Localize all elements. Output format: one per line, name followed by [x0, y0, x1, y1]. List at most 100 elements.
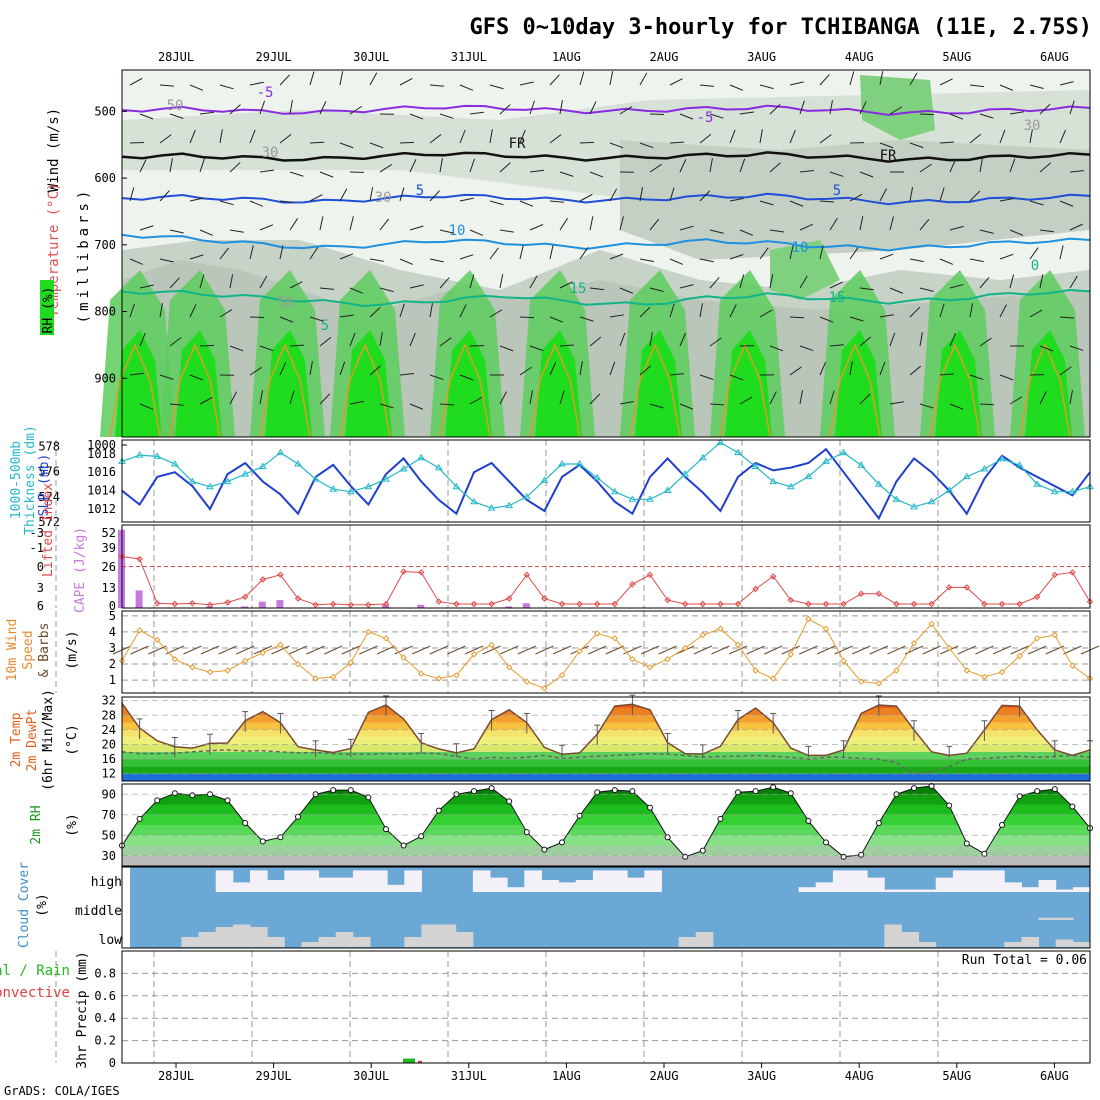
contour-label: -5 [257, 85, 274, 101]
cloud-bar-low [918, 942, 937, 947]
cloud-bar-high [935, 877, 954, 892]
wind-speed-point [998, 668, 1006, 676]
wind-barb [939, 373, 954, 376]
wind-speed-point [857, 678, 865, 685]
wind-barb [399, 303, 405, 318]
wind-barb [519, 129, 526, 144]
rh-point [787, 790, 794, 797]
cloud-bar-low [678, 937, 697, 947]
wind-barb [829, 390, 835, 405]
cloud-bar-low [215, 927, 234, 947]
rh-point [629, 788, 636, 795]
wind-barb [379, 403, 394, 409]
wind-barb [1059, 200, 1074, 207]
surface-wind-barb [975, 645, 994, 655]
cloud-bar-low [232, 924, 251, 947]
wind-barb [639, 258, 654, 262]
li-line [121, 556, 1091, 606]
wind-barb [129, 258, 144, 265]
isotherm-line-5 [121, 192, 1091, 206]
wind-barb [649, 287, 664, 292]
cloud-bar-low [404, 937, 422, 947]
li-point [329, 600, 337, 608]
contour-label: -5 [697, 110, 714, 126]
wind-barb [789, 129, 796, 144]
wind-barb [339, 361, 346, 376]
thickness-point [786, 482, 795, 490]
li-tick-label: -1 [30, 541, 44, 555]
rh-axis-label: 2m RH [29, 805, 44, 844]
wind-barb [409, 113, 424, 120]
wind-barb [969, 374, 984, 381]
wind-barb [819, 316, 834, 323]
wind-barb [459, 374, 474, 381]
wind-barb [339, 71, 344, 86]
wind-barb [189, 84, 204, 91]
isotherm-line--5 [121, 104, 1091, 116]
wind-barb [549, 362, 557, 376]
wind-barb [639, 142, 654, 149]
cloud-bar-high [970, 870, 988, 892]
cloud-bar-high [472, 870, 491, 892]
rh-band [122, 845, 1090, 856]
cape-bar [505, 606, 513, 608]
surface-wind-barb [605, 645, 625, 655]
contour-label: 15 [829, 290, 846, 306]
wind-barb [229, 391, 238, 405]
date-label-top: 31JUL [451, 50, 487, 64]
wind-barb [1009, 396, 1023, 405]
thickness-point [241, 470, 250, 477]
rh-point [559, 839, 565, 846]
wind-barb [769, 162, 781, 173]
wind-barb [579, 141, 595, 144]
wind-barb [739, 229, 754, 236]
rh-tick-label: 70 [102, 808, 116, 822]
wind-barb [439, 113, 454, 119]
wind-barb [679, 159, 687, 173]
wind-speed-point [277, 641, 284, 649]
li-point [857, 590, 865, 598]
wind-barb [889, 287, 904, 294]
wind-barb [879, 188, 887, 202]
wind-barb [129, 372, 144, 376]
wind-barb [649, 403, 664, 409]
li-point [259, 576, 267, 583]
surface-wind-barb [711, 645, 730, 655]
cloud-bar-high [798, 887, 817, 892]
li-point [206, 601, 214, 609]
contour-label: FR [880, 148, 897, 164]
li-point [646, 571, 654, 579]
li-point [1033, 593, 1041, 601]
wind-barb [729, 197, 744, 202]
cloud-bar-low [1021, 937, 1040, 947]
slp-axis-label: SLP (mb) [37, 454, 52, 517]
wind-barb [699, 258, 714, 263]
wind-barb [429, 374, 444, 380]
wind-barb [169, 337, 182, 347]
li-point [752, 585, 759, 593]
wind-barb [349, 287, 364, 294]
wind-barb [369, 365, 381, 376]
wind-barb [949, 225, 964, 231]
wind-barb [649, 218, 660, 231]
cape-bar [258, 601, 266, 608]
cloud-bar-low [318, 937, 337, 947]
thickness-point [610, 487, 619, 495]
li-point [294, 595, 302, 602]
wind-barb [469, 229, 484, 236]
temp-tick-label: 16 [102, 752, 116, 766]
wind-barb [409, 332, 416, 347]
cloud-bar-high [250, 870, 268, 892]
rh-saturated-column [935, 330, 982, 437]
cloud-bar-low [198, 932, 217, 947]
wind-barb [139, 403, 154, 410]
wind-speed-point [382, 635, 390, 642]
wind-barb [159, 303, 163, 318]
wind-barb [279, 362, 287, 376]
wind-barb [1069, 223, 1083, 231]
surface-wind-barb [587, 645, 607, 655]
wind-speed-point [699, 631, 707, 639]
li-point [171, 600, 179, 608]
thickness-point [1068, 487, 1077, 495]
wind-speed-point [840, 657, 847, 665]
